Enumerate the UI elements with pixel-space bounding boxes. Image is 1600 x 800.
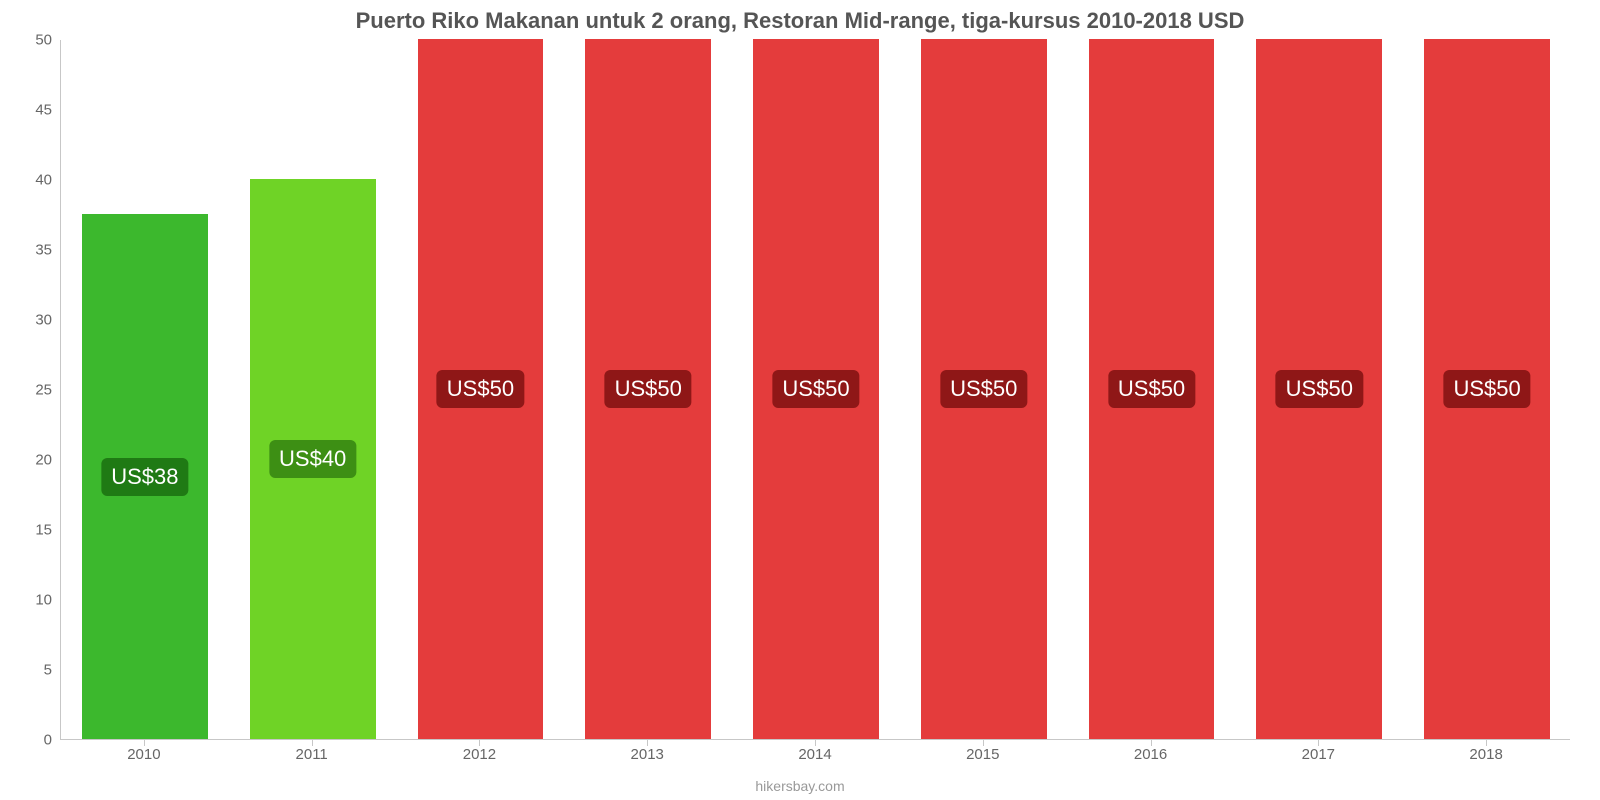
bar: US$50 <box>1256 39 1382 739</box>
attribution: hikersbay.com <box>0 778 1600 794</box>
x-tick-label: 2013 <box>597 746 697 763</box>
bar: US$50 <box>418 39 544 739</box>
bar: US$50 <box>1089 39 1215 739</box>
x-tick-label: 2010 <box>94 746 194 763</box>
y-tick-label: 15 <box>12 522 52 539</box>
bar-value-label: US$50 <box>772 370 859 408</box>
chart-container: Puerto Riko Makanan untuk 2 orang, Resto… <box>0 0 1600 800</box>
y-tick-label: 20 <box>12 452 52 469</box>
x-tick-label: 2017 <box>1268 746 1368 763</box>
bar-value-label: US$50 <box>1443 370 1530 408</box>
bar: US$50 <box>753 39 879 739</box>
bar-value-label: US$50 <box>1108 370 1195 408</box>
bar: US$40 <box>250 179 376 739</box>
bar-value-label: US$50 <box>605 370 692 408</box>
bar: US$38 <box>82 214 208 739</box>
y-tick-label: 50 <box>12 32 52 49</box>
bar-value-label: US$50 <box>940 370 1027 408</box>
bar: US$50 <box>1424 39 1550 739</box>
y-tick-label: 0 <box>12 732 52 749</box>
bar-value-label: US$50 <box>437 370 524 408</box>
chart-title: Puerto Riko Makanan untuk 2 orang, Resto… <box>0 8 1600 34</box>
bar: US$50 <box>585 39 711 739</box>
x-tick-label: 2012 <box>429 746 529 763</box>
plot-area: US$38 US$40 US$50 US$50 US$50 US$50 US$50 US$50… <box>60 40 1570 740</box>
y-tick-label: 10 <box>12 592 52 609</box>
x-tick-label: 2018 <box>1436 746 1536 763</box>
y-tick-label: 25 <box>12 382 52 399</box>
y-tick-label: 45 <box>12 102 52 119</box>
x-tick-label: 2014 <box>765 746 865 763</box>
y-tick-label: 35 <box>12 242 52 259</box>
x-tick-label: 2015 <box>933 746 1033 763</box>
y-tick-label: 30 <box>12 312 52 329</box>
bar-value-label: US$40 <box>269 440 356 478</box>
bar-value-label: US$50 <box>1276 370 1363 408</box>
bar: US$50 <box>921 39 1047 739</box>
y-tick-label: 5 <box>12 662 52 679</box>
x-tick-label: 2016 <box>1101 746 1201 763</box>
bar-value-label: US$38 <box>101 458 188 496</box>
y-tick-label: 40 <box>12 172 52 189</box>
x-tick-label: 2011 <box>262 746 362 763</box>
